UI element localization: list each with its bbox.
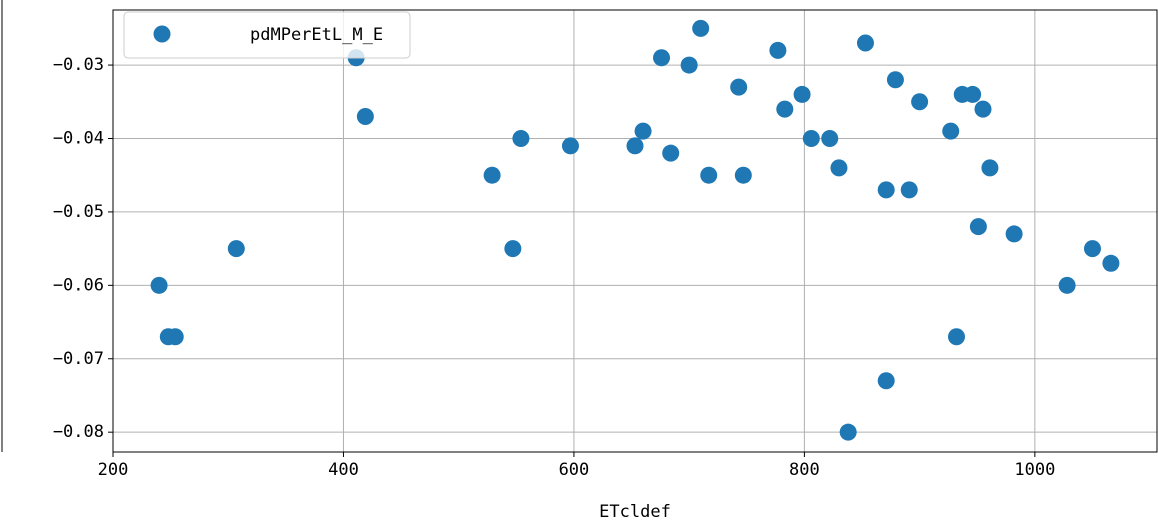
- point: [947, 328, 965, 346]
- point: [166, 328, 184, 346]
- point: [911, 93, 929, 111]
- point: [634, 122, 652, 140]
- point: [969, 218, 987, 236]
- x-tick-label: 200: [98, 460, 129, 480]
- x-tick-label: 600: [559, 460, 590, 480]
- point: [356, 107, 374, 125]
- point: [830, 159, 848, 177]
- plot-frame: [112, 9, 1158, 453]
- x-axis-label: ETcldef: [599, 502, 671, 522]
- point: [802, 129, 820, 147]
- point: [561, 137, 579, 155]
- point: [1005, 225, 1023, 243]
- y-tick-label: −0.04: [53, 128, 104, 148]
- point: [626, 137, 644, 155]
- point: [512, 129, 530, 147]
- point: [662, 144, 680, 162]
- y-tick-label: −0.03: [53, 55, 104, 75]
- y-tick-label: −0.08: [53, 422, 104, 442]
- point: [877, 372, 895, 390]
- point: [981, 159, 999, 177]
- y-tick-label: −0.06: [53, 275, 104, 295]
- x-tick-label: 1000: [1014, 460, 1055, 480]
- point: [839, 423, 857, 441]
- y-tick-label: −0.05: [53, 202, 104, 222]
- point: [227, 240, 245, 258]
- point: [776, 100, 794, 118]
- point: [769, 41, 787, 59]
- point: [877, 181, 895, 199]
- point: [886, 71, 904, 89]
- point: [692, 19, 710, 37]
- point: [856, 34, 874, 52]
- point: [1102, 254, 1120, 272]
- y-tick-label: −0.07: [53, 349, 104, 369]
- point: [974, 100, 992, 118]
- legend-box: [123, 11, 411, 59]
- point: [900, 181, 918, 199]
- point: [504, 240, 522, 258]
- legend-label: pdMPerEtL_M_E: [250, 25, 383, 45]
- point: [653, 49, 671, 67]
- legend-marker: [153, 25, 171, 43]
- point: [1058, 276, 1076, 294]
- point: [821, 129, 839, 147]
- point: [942, 122, 960, 140]
- x-tick-label: 400: [328, 460, 359, 480]
- point: [730, 78, 748, 96]
- point: [150, 276, 168, 294]
- x-tick-label: 800: [789, 460, 820, 480]
- point: [734, 166, 752, 184]
- point: [1083, 240, 1101, 258]
- point: [793, 85, 811, 103]
- point: [700, 166, 718, 184]
- point: [483, 166, 501, 184]
- point: [964, 85, 982, 103]
- point: [680, 56, 698, 74]
